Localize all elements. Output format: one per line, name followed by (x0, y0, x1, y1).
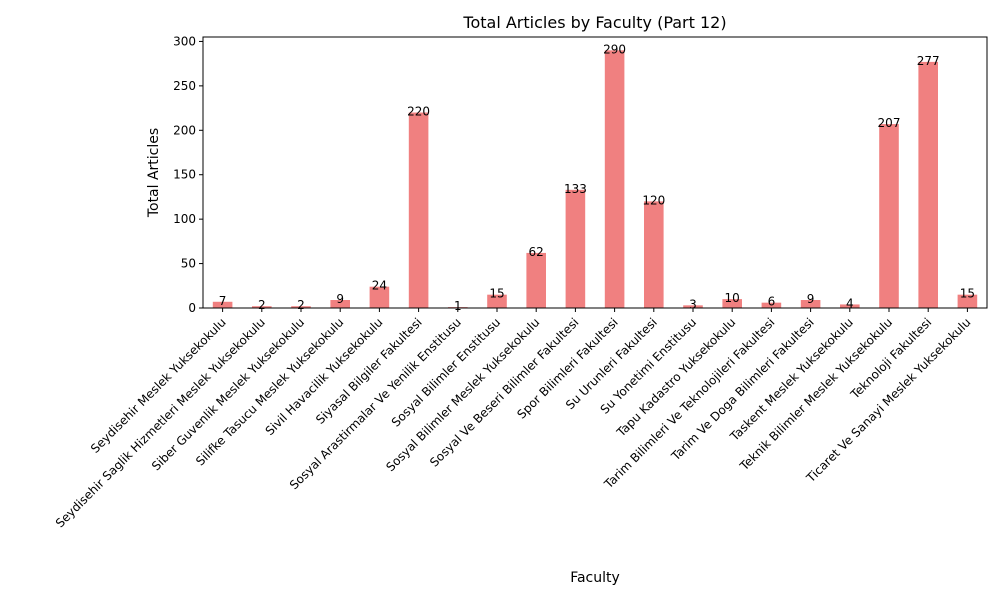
y-tick-label: 200 (173, 123, 196, 137)
x-axis-label: Faculty (570, 570, 620, 586)
bar-value-label: 2 (297, 298, 305, 312)
y-axis-ticks: 0 50 100 150 200 250 300 (173, 34, 203, 315)
bar (526, 252, 546, 308)
bar (252, 306, 272, 308)
bar-value-label: 62 (529, 245, 544, 259)
bar-value-label: 277 (917, 54, 940, 68)
bar-value-label: 7 (219, 294, 227, 308)
y-tick-label: 0 (188, 301, 196, 315)
bar-value-label: 24 (372, 279, 387, 293)
bar (879, 124, 899, 308)
bar (800, 300, 821, 308)
bar (604, 50, 625, 308)
bar-value-label: 15 (960, 287, 975, 301)
bar (761, 302, 782, 308)
y-tick-label: 150 (173, 168, 196, 182)
bar-value-label: 133 (564, 182, 587, 196)
y-tick-label: 250 (173, 79, 196, 93)
bar-value-label: 3 (689, 297, 697, 311)
x-tick-label: Tarim Ve Doga Bilimleri Fakultesi (668, 315, 817, 464)
bar (918, 61, 938, 308)
bar-value-label: 120 (642, 193, 665, 207)
y-tick-label: 100 (173, 212, 196, 226)
bar-value-label: 9 (807, 292, 815, 306)
y-tick-label: 300 (173, 34, 196, 48)
bar (408, 112, 429, 308)
bar-value-label: 9 (336, 292, 344, 306)
y-axis-label: Total Articles (146, 128, 162, 218)
bar (330, 300, 350, 308)
bar-value-label: 2 (258, 298, 266, 312)
bar (212, 301, 233, 308)
bar (957, 294, 978, 308)
chart-title: Total Articles by Faculty (Part 12) (462, 13, 726, 32)
x-tick-label: Seydisehir Meslek Yuksekokulu (88, 315, 229, 456)
bar (644, 201, 664, 308)
bar (683, 305, 703, 308)
bar-value-label: 6 (768, 295, 776, 309)
bar (369, 286, 390, 308)
bar-value-label: 4 (846, 296, 854, 310)
plot-area: 7 2 2 9 24 220 1 15 62 133 290 120 3 10 6 9 4 207 277 15 (212, 42, 978, 313)
bar-value-label: 15 (489, 287, 504, 301)
bar (487, 294, 507, 308)
x-axis-ticks: Seydisehir Meslek YuksekokuluSeydisehir … (53, 308, 974, 530)
x-tick-label: Siber Guvenlik Meslek Yuksekokulu (149, 315, 307, 473)
bar (291, 306, 311, 308)
bar-value-label: 10 (725, 291, 740, 305)
bar (840, 304, 860, 308)
bar-value-label: 207 (878, 116, 901, 130)
bar-value-label: 290 (603, 42, 626, 56)
bar-value-label: 220 (407, 105, 430, 119)
plot-frame (202, 36, 988, 309)
bar (722, 299, 742, 308)
bar-value-label: 1 (454, 299, 462, 313)
bar (565, 189, 586, 308)
y-tick-label: 50 (181, 257, 196, 271)
